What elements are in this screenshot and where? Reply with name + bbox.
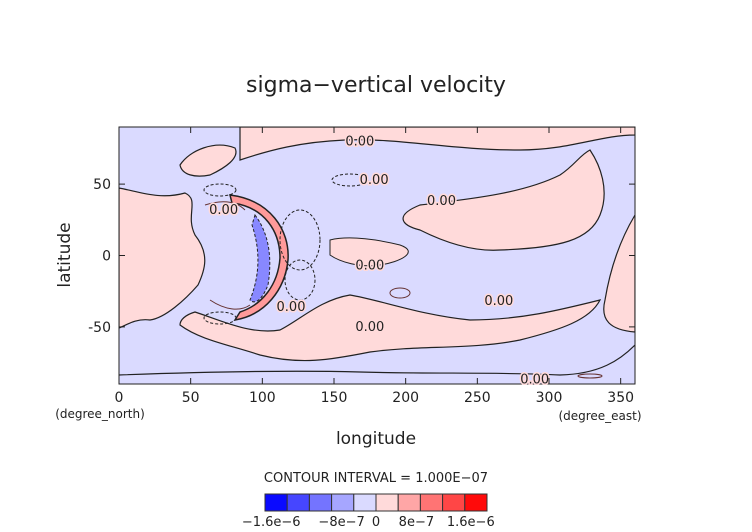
colorbar-tick-label: −1.6e−6 (242, 515, 301, 530)
contour-label: 0.00 (277, 300, 306, 315)
positive-region-west (119, 187, 206, 329)
x-axis: 0 50 100 150 200 250 300 350 (115, 127, 634, 406)
positive-region-east (402, 149, 605, 251)
colorbar: −1.6e−6 −8e−7 0 8e−7 1.6e−6 (242, 493, 495, 530)
positive-contours (204, 201, 603, 379)
negative-contours (203, 173, 369, 325)
contour-label: 0.00 (484, 294, 513, 309)
colorbar-tick-label: 8e−7 (399, 515, 434, 530)
x-axis-label: longitude (336, 429, 416, 449)
positive-region-north (239, 127, 635, 161)
x-tick-label: 100 (249, 390, 276, 406)
x-tick-label: 350 (607, 390, 634, 406)
positive-region-east-right (603, 213, 635, 333)
colorbar-swatch (397, 493, 421, 512)
negative-arc (249, 213, 271, 303)
x-tick-label: 300 (536, 390, 563, 406)
colorbar-swatch (308, 493, 333, 512)
colorbar-swatch (419, 493, 444, 512)
positive-region-center (329, 237, 409, 267)
plot-area (119, 127, 635, 384)
contour-interval-label: CONTOUR INTERVAL = 1.000E−07 (264, 471, 488, 486)
contour-label: 0.00 (520, 373, 549, 388)
x-tick-label: 0 (115, 390, 124, 406)
y-tick-label: -50 (88, 320, 111, 336)
contour-label: 0.00 (360, 173, 389, 188)
positive-blob-nw (179, 144, 237, 177)
contour-label: 0.00 (345, 134, 374, 149)
colorbar-swatch (353, 493, 377, 512)
colorbar-tick-label: 0 (372, 515, 380, 530)
y-tick-label: 0 (102, 249, 111, 265)
contour-label: 0.00 (355, 258, 384, 273)
x-tick-label: 250 (464, 390, 491, 406)
colorbar-swatch (375, 493, 399, 512)
chart-title: sigma−vertical velocity (246, 73, 506, 98)
x-tick-label: 150 (321, 390, 348, 406)
x-units-label: (degree_east) (558, 409, 641, 423)
contour-label: 0.00 (355, 320, 384, 335)
x-tick-label: 50 (182, 390, 200, 406)
y-axis: -50 0 50 (88, 177, 635, 336)
y-axis-label: latitude (55, 222, 75, 287)
colorbar-swatch (286, 493, 310, 512)
colorbar-tick-label: −8e−7 (318, 515, 364, 530)
positive-region-south (179, 294, 602, 362)
y-tick-label: 50 (93, 177, 111, 193)
zero-contour-south (119, 344, 635, 376)
contour-label: 0.00 (209, 203, 238, 218)
contour-labels: 0.00 0.00 0.00 0.00 0.00 0.00 0.00 0.00 0.00 (208, 133, 551, 389)
colorbar-swatch (264, 493, 288, 512)
y-units-label: (degree_north) (55, 407, 145, 421)
colorbar-tick-label: 1.6e−6 (447, 515, 495, 530)
x-tick-label: 200 (392, 390, 419, 406)
colorbar-swatch (331, 493, 355, 512)
colorbar-swatch (464, 493, 488, 512)
colorbar-swatch (442, 493, 466, 512)
contour-label: 0.00 (427, 194, 456, 209)
